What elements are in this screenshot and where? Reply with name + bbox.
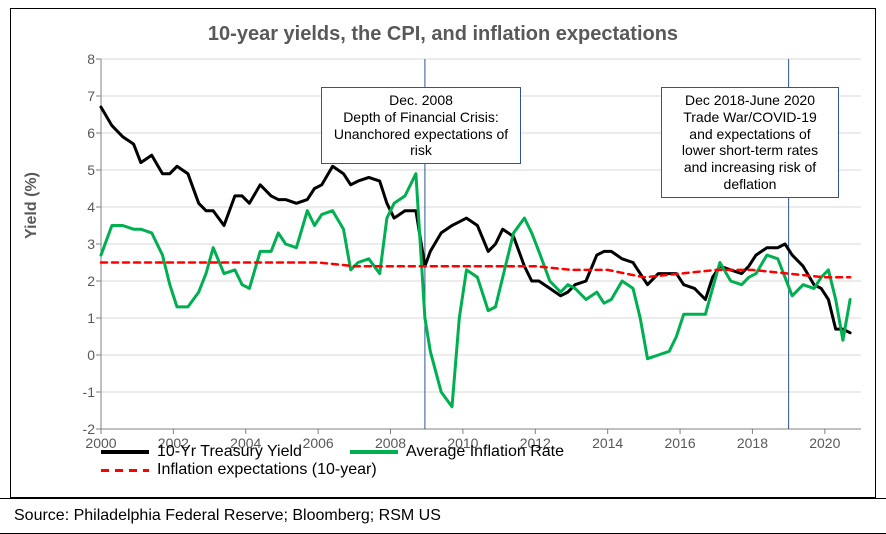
y-tick-label: 8 [87, 51, 95, 67]
y-tick-label: 6 [87, 125, 95, 141]
source-text: Source: Philadelphia Federal Reserve; Bl… [14, 507, 441, 525]
legend-item-treasury: 10-Yr Treasury Yield [101, 443, 302, 461]
callout-2008: Dec. 2008Depth of Financial Crisis:Unanc… [321, 87, 521, 164]
chart-title: 10-year yields, the CPI, and inflation e… [11, 23, 875, 46]
figure-container: 10-year yields, the CPI, and inflation e… [0, 0, 886, 534]
callout-2019: Dec 2018-June 2020Trade War/COVID-19and … [661, 87, 839, 198]
legend-swatch-black [101, 450, 149, 454]
legend: 10-Yr Treasury Yield Average Inflation R… [101, 443, 865, 493]
y-tick-label: 7 [87, 88, 95, 104]
legend-item-expectations: Inflation expectations (10-year) [101, 461, 377, 479]
y-tick-label: 4 [87, 199, 95, 215]
y-axis-label: Yield (%) [23, 172, 41, 239]
y-tick-label: 5 [87, 162, 95, 178]
y-tick-label: 0 [87, 347, 95, 363]
legend-item-inflation: Average Inflation Rate [350, 443, 564, 461]
legend-label: 10-Yr Treasury Yield [157, 443, 302, 461]
y-tick-label: 1 [87, 310, 95, 326]
legend-label: Inflation expectations (10-year) [157, 461, 377, 479]
legend-swatch-green [350, 450, 398, 454]
y-tick-label: 2 [87, 273, 95, 289]
y-tick-label: -1 [83, 384, 95, 400]
legend-swatch-red-dash [101, 469, 149, 472]
chart-frame: 10-year yields, the CPI, and inflation e… [10, 8, 876, 498]
y-tick-label: 3 [87, 236, 95, 252]
footer-strip: Source: Philadelphia Federal Reserve; Bl… [0, 498, 886, 534]
legend-label: Average Inflation Rate [406, 443, 564, 461]
